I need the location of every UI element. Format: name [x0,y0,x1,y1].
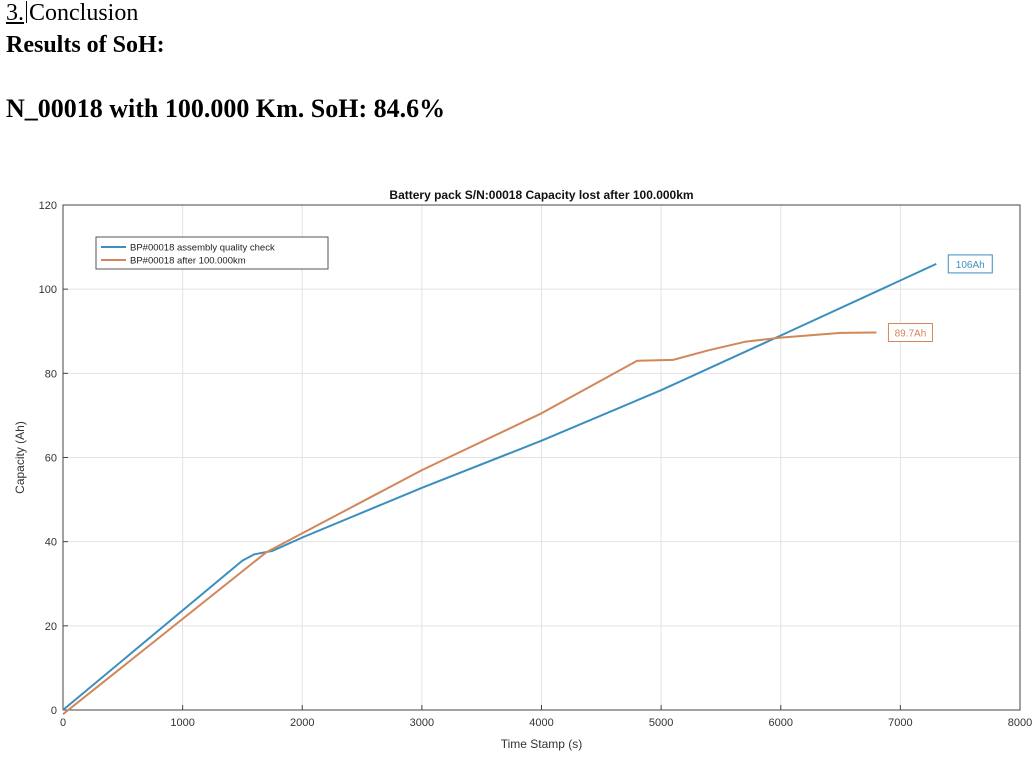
y-tick-label: 20 [45,621,57,633]
chart-title: Battery pack S/N:00018 Capacity lost aft… [389,188,693,202]
legend-box [95,236,329,270]
text-cursor [26,1,27,23]
x-tick-label: 6000 [769,717,793,729]
soh-result-line: N_00018 with 100.000 Km. SoH: 84.6% [6,94,446,123]
x-tick-label: 4000 [529,717,553,729]
end-label-box-1 [947,254,993,274]
section-number: 3. [6,0,24,26]
y-tick-label: 120 [39,200,57,212]
legend-entry-1: BP#00018 assembly quality check [130,243,275,254]
end-value-label-1: 106Ah [956,260,985,271]
x-tick-label: 5000 [649,717,673,729]
y-axis-label: Capacity (Ah) [13,421,27,494]
series-line-1 [62,262,937,711]
y-tick-label: 40 [45,537,57,549]
x-tick-label: 3000 [410,717,434,729]
capacity-chart: 0 1000 2000 3000 4000 5000 6000 7000 8000 0 20 40 60… [13,188,1032,751]
y-tick-label: 80 [45,368,57,380]
y-tick-label: 60 [45,453,57,465]
y-tick-label: 100 [39,284,57,296]
axis-ticks: 0 1000 2000 3000 4000 5000 6000 7000 8000 0 20 40 60… [39,200,1032,729]
end-label-box-2 [887,323,933,343]
results-heading: Results of SoH: [6,32,165,58]
x-axis-label: Time Stamp (s) [501,737,583,751]
chart-grid [62,204,1021,711]
x-tick-label: 8000 [1008,717,1032,729]
x-tick-label: 7000 [888,717,912,729]
series-line-2 [62,331,877,715]
y-tick-label: 0 [51,705,57,717]
end-value-label-2: 89.7Ah [895,329,927,340]
x-tick-label: 1000 [170,717,194,729]
section-heading: 3. Conclusion [6,0,138,27]
chart-series: 106Ah 89.7Ah [62,254,993,715]
chart-legend: BP#00018 assembly quality check BP#00018 … [95,236,329,270]
x-tick-label: 0 [60,717,66,729]
x-tick-label: 2000 [290,717,314,729]
section-title: Conclusion [29,0,139,26]
legend-entry-2: BP#00018 after 100.000km [130,256,246,267]
